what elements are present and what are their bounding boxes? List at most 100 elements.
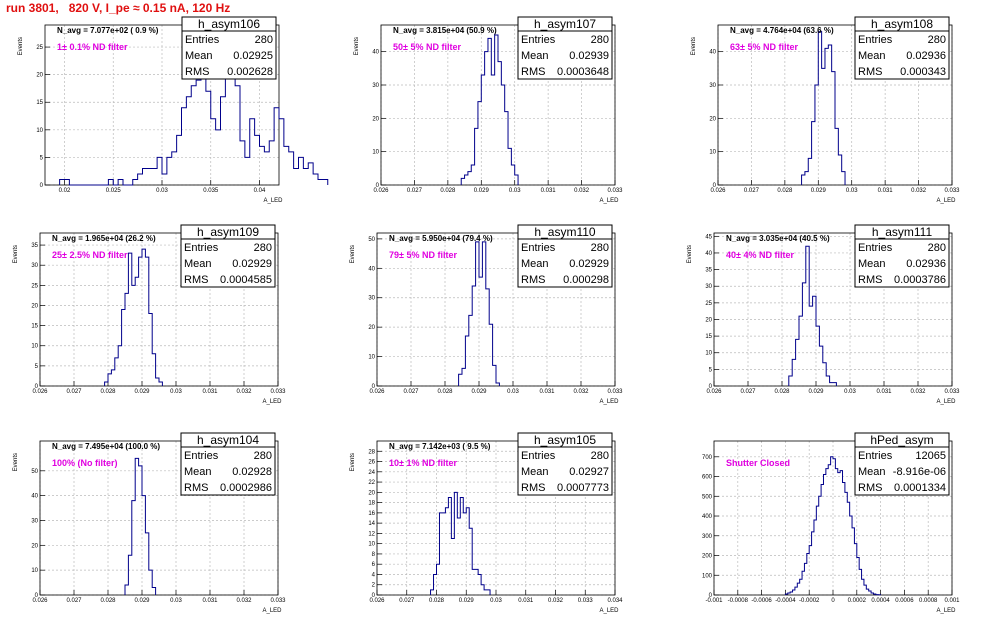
stats-value: 280 [255, 34, 273, 46]
x-axis-label: A_LED [263, 198, 283, 204]
stats-value: 280 [254, 242, 272, 254]
stats-value: 12065 [915, 450, 946, 462]
navg-label: N_avg = 3.035e+04 (40.5 %) [726, 234, 830, 243]
x-axis-label: A_LED [936, 608, 956, 614]
y-axis-label: Events [354, 37, 360, 55]
x-tick-label: 0.028 [429, 598, 445, 604]
stats-box [517, 432, 613, 496]
y-tick-label: 0 [372, 593, 376, 599]
x-tick-label: 0.025 [106, 188, 122, 194]
x-tick-label: 0.032 [236, 598, 252, 604]
x-tick-label: 0.031 [202, 389, 218, 395]
x-axis-label: A_LED [262, 399, 282, 405]
stats-value: -8.916e-06 [893, 466, 946, 478]
y-axis-label: Events [18, 37, 24, 55]
filter-annotation: 79± 5% ND filter [389, 250, 457, 260]
x-axis-label: A_LED [599, 399, 619, 405]
x-tick-label: 0.031 [539, 389, 555, 395]
stats-key: RMS [858, 66, 882, 78]
y-tick-label: 24 [368, 470, 375, 476]
x-tick-label: 0.03 [509, 188, 521, 194]
stats-value: 0.0003786 [894, 274, 946, 286]
stats-box [854, 224, 950, 288]
navg-label: N_avg = 7.077e+02 ( 0.9 %) [57, 26, 159, 35]
y-axis-label: Events [350, 453, 356, 471]
page-title: run 3801, 820 V, I_pe ≈ 0.15 nA, 120 Hz [6, 1, 231, 15]
histogram-panel: 0.026 0.027 0.028 0.029 0.03 0.031 0.032 0.033 0… [13, 432, 286, 614]
y-tick-label: 100 [702, 573, 713, 579]
y-tick-label: 2 [372, 583, 376, 589]
stats-key: Mean [858, 50, 886, 62]
stats-value: 0.02929 [232, 258, 272, 270]
plot-frame [376, 232, 616, 387]
stats-title: h_asym106 [198, 17, 260, 31]
histogram-panel: 0.026 0.027 0.028 0.029 0.03 0.031 0.032 0.033 0… [350, 432, 623, 614]
x-tick-label: 0.032 [574, 188, 590, 194]
x-tick-label: 0.0002 [848, 598, 867, 604]
stats-value: 0.02936 [906, 50, 946, 62]
stats-box [854, 16, 950, 80]
filter-annotation: 100% (No filter) [52, 458, 118, 468]
y-tick-label: 40 [31, 494, 38, 500]
histogram-series [784, 456, 882, 596]
stats-box [517, 224, 613, 288]
x-tick-label: 0.033 [270, 598, 286, 604]
x-tick-label: 0.031 [202, 598, 218, 604]
y-tick-label: 400 [702, 514, 713, 520]
x-tick-label: -0.001 [705, 598, 723, 604]
plot-frame [713, 440, 953, 596]
y-tick-label: 8 [372, 552, 376, 558]
stats-box [180, 432, 276, 496]
filter-annotation: 1± 0.1% ND filter [57, 42, 128, 52]
stats-key: Mean [184, 466, 212, 478]
x-tick-label: 0.02 [59, 188, 71, 194]
y-tick-label: 0 [40, 183, 44, 189]
x-tick-label: 0.032 [573, 389, 589, 395]
x-tick-label: 0.03 [844, 389, 856, 395]
x-tick-label: 0.03 [507, 389, 519, 395]
navg-label: N_avg = 7.495e+04 (100.0 %) [52, 442, 160, 451]
plot-frame [39, 232, 279, 387]
stats-title: h_asym109 [197, 225, 259, 239]
x-tick-label: 0.033 [944, 188, 960, 194]
x-tick-label: 0.033 [607, 389, 623, 395]
x-tick-label: 0.033 [578, 598, 594, 604]
x-tick-label: 0.026 [32, 598, 48, 604]
plot-frame [376, 440, 616, 596]
stats-title: hPed_asym [870, 433, 933, 447]
stats-key: Mean [184, 258, 212, 270]
y-tick-label: 10 [368, 542, 375, 548]
y-tick-label: 10 [709, 150, 716, 156]
navg-label: N_avg = 3.815e+04 (50.9 %) [393, 26, 497, 35]
y-tick-label: 30 [31, 518, 38, 524]
filter-annotation: 25± 2.5% ND filter [52, 250, 128, 260]
x-tick-label: 0.027 [744, 188, 760, 194]
y-tick-label: 30 [368, 296, 375, 302]
y-tick-label: 30 [372, 83, 379, 89]
stats-title: h_asym108 [871, 17, 933, 31]
x-tick-label: 0.027 [66, 598, 82, 604]
histogram-series [458, 241, 500, 386]
y-tick-label: 10 [368, 355, 375, 361]
navg-label: N_avg = 7.142e+03 ( 9.5 %) [389, 442, 491, 451]
y-tick-label: 200 [702, 554, 713, 560]
x-tick-label: 0.028 [437, 389, 453, 395]
x-tick-label: 0.0006 [895, 598, 914, 604]
stats-box [854, 432, 950, 496]
x-tick-label: 0.026 [369, 598, 385, 604]
y-tick-label: 35 [31, 243, 38, 249]
stats-key: RMS [858, 482, 882, 494]
stats-key: RMS [185, 66, 209, 78]
y-tick-label: 15 [31, 324, 38, 330]
y-axis-label: Events [350, 245, 356, 263]
y-tick-label: 10 [31, 344, 38, 350]
y-tick-label: 30 [31, 263, 38, 269]
x-axis-label: A_LED [936, 399, 956, 405]
y-tick-label: 0 [709, 593, 713, 599]
x-tick-label: 0.029 [474, 188, 490, 194]
y-tick-label: 5 [709, 367, 713, 373]
histogram-panel: 0.026 0.027 0.028 0.029 0.03 0.031 0.032 0.033 0… [350, 224, 623, 405]
y-tick-label: 20 [709, 116, 716, 122]
histogram-panel: 0.026 0.027 0.028 0.029 0.03 0.031 0.032 0.033 0… [13, 224, 286, 405]
